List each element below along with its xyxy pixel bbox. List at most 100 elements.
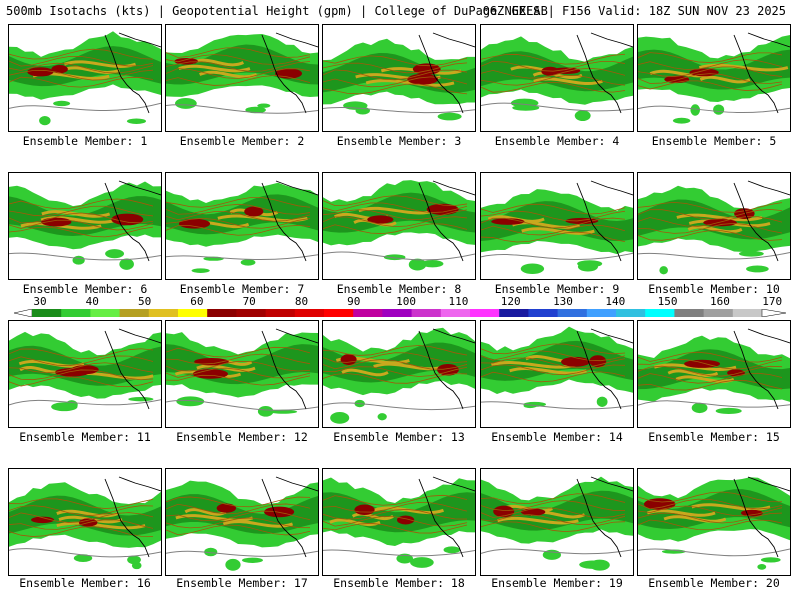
height-contour — [166, 503, 311, 515]
jet-maximum — [727, 369, 745, 377]
height-contour — [323, 195, 468, 207]
jet-inner-band — [323, 192, 475, 233]
ensemble-map-panel — [322, 172, 476, 280]
height-contour — [481, 81, 626, 93]
height-contour — [9, 355, 154, 367]
isotach-contour — [323, 402, 475, 411]
jet-band — [323, 477, 475, 546]
colorbar-swatch — [440, 309, 471, 317]
height-contour — [166, 211, 311, 222]
height-contour — [481, 493, 626, 504]
jet-inner-band — [481, 490, 633, 531]
wind-blob — [659, 266, 668, 275]
coastline — [733, 328, 790, 410]
isotach-contour — [481, 252, 633, 260]
coastline — [733, 180, 790, 262]
colorbar-swatch — [148, 309, 179, 317]
jet-stream-map — [481, 476, 633, 571]
jet-core-streak — [676, 213, 763, 222]
height-contour — [481, 210, 626, 222]
jet-maximum — [493, 505, 515, 518]
isotach-contour — [323, 251, 475, 261]
height-contour — [323, 216, 468, 228]
height-contour — [9, 55, 154, 67]
height-contour — [9, 369, 154, 381]
colorbar-label: 160 — [709, 295, 730, 308]
wind-blob — [175, 97, 197, 109]
jet-maximum — [340, 354, 357, 365]
colorbar-label: 130 — [553, 295, 573, 308]
jet-stream-map — [9, 328, 161, 412]
jet-stream-map — [638, 476, 790, 570]
wind-blob — [437, 112, 462, 121]
ensemble-member-caption: Ensemble Member: 2 — [179, 134, 305, 148]
colorbar-swatch — [265, 309, 296, 317]
height-contour — [166, 217, 311, 229]
isotach-contour — [9, 399, 161, 406]
height-contour — [9, 519, 154, 530]
jet-stream-map — [166, 180, 318, 273]
height-contour — [638, 80, 783, 91]
height-contour — [638, 351, 783, 363]
height-contour — [638, 358, 783, 370]
wind-blob — [53, 100, 71, 107]
ensemble-member-caption: Ensemble Member: 12 — [176, 430, 308, 444]
wind-blob — [51, 402, 78, 412]
ensemble-map-panel — [165, 468, 319, 576]
colorbar-label: 90 — [347, 295, 361, 308]
jet-stream-map — [166, 32, 318, 114]
coastline — [576, 32, 633, 114]
colorbar-swatch — [294, 309, 325, 317]
height-contour — [323, 55, 468, 67]
ensemble-map-panel — [480, 320, 634, 428]
jet-maximum — [244, 206, 264, 217]
height-contour — [638, 73, 783, 84]
colorbar-swatch — [470, 309, 500, 317]
coastline — [733, 32, 790, 114]
height-contour — [638, 59, 783, 70]
height-contour — [481, 53, 626, 65]
jet-stream-map — [638, 32, 790, 124]
map-header: 500mb Isotachs (kts) | Geopotential Heig… — [0, 0, 800, 22]
height-contour — [166, 346, 311, 358]
ensemble-map-panel — [165, 24, 319, 132]
jet-inner-band — [638, 489, 790, 529]
ensemble-member-caption: Ensemble Member: 9 — [494, 282, 620, 296]
isotach-contour — [481, 102, 633, 112]
height-contour — [481, 75, 626, 86]
colorbar-swatch — [353, 309, 383, 317]
height-contour — [481, 514, 626, 525]
colorbar-label: 140 — [605, 295, 626, 308]
ensemble-map-panel — [8, 24, 162, 132]
isotach-contour — [638, 105, 790, 114]
colorbar-swatch — [586, 309, 617, 317]
jet-core-streak — [663, 515, 727, 523]
colorbar-swatch — [90, 309, 121, 317]
ensemble-member-caption: Ensemble Member: 4 — [494, 134, 620, 148]
height-contour — [323, 345, 468, 356]
wind-blob — [119, 258, 134, 270]
wind-blob — [520, 263, 545, 274]
wind-blob — [694, 404, 708, 410]
colorbar-swatch — [732, 309, 763, 317]
coastline — [104, 180, 161, 262]
wind-blob — [715, 407, 742, 415]
coastline — [104, 328, 161, 410]
height-contour — [166, 197, 311, 208]
jet-maximum — [216, 503, 237, 513]
colorbar-right-arrow — [761, 309, 786, 317]
height-contour — [323, 359, 468, 370]
wind-blob — [128, 396, 154, 402]
ensemble-map-panel — [480, 172, 634, 280]
jet-stream-map — [166, 328, 318, 417]
height-contour — [9, 198, 154, 210]
ensemble-member-caption: Ensemble Member: 5 — [651, 134, 777, 148]
colorbar-label: 110 — [448, 295, 469, 308]
height-contour — [638, 498, 783, 510]
isotach-contour — [638, 400, 790, 408]
wind-blob — [105, 249, 125, 259]
jet-stream-map — [638, 180, 790, 275]
coastline — [261, 476, 318, 558]
colorbar-swatch — [674, 309, 705, 317]
height-contour — [9, 505, 154, 516]
